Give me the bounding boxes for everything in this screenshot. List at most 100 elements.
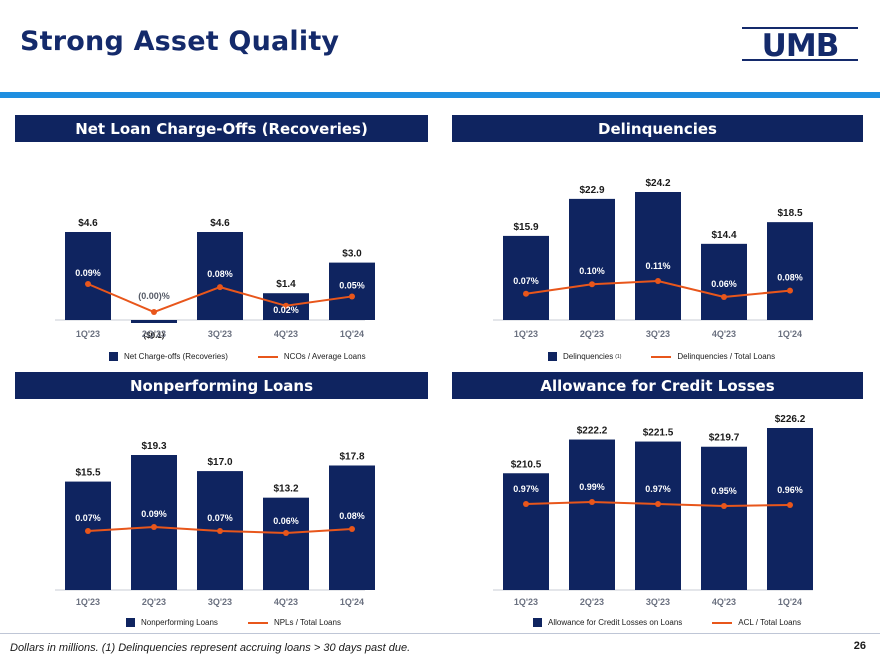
- legend-nonperforming-loans: Nonperforming Loans NPLs / Total Loans: [126, 618, 341, 627]
- rate-value-label: 0.02%: [273, 305, 299, 315]
- bar-value-label: $222.2: [577, 426, 608, 437]
- rate-point: [721, 294, 727, 300]
- rate-point: [85, 528, 91, 534]
- bar: [197, 232, 243, 320]
- rate-point: [787, 502, 793, 508]
- category-tick-label: 2Q'23: [580, 329, 604, 339]
- bar-value-label: $4.6: [78, 218, 98, 229]
- legend-line-swatch: [651, 355, 672, 358]
- category-tick-label: 4Q'23: [274, 329, 298, 339]
- rate-value-label: 0.08%: [339, 511, 365, 521]
- footnote: Dollars in millions. (1) Delinquencies r…: [10, 642, 411, 654]
- panel-header-allowance: Allowance for Credit Losses: [452, 372, 863, 399]
- bar-value-label: $24.2: [645, 178, 670, 189]
- rate-point: [523, 501, 529, 507]
- rate-point: [655, 501, 661, 507]
- category-tick-label: 1Q'23: [76, 329, 100, 339]
- legend-net-charge-offs: Net Charge-offs (Recoveries) NCOs / Aver…: [109, 352, 366, 361]
- category-tick-label: 3Q'23: [646, 597, 670, 607]
- rate-value-label: 0.07%: [75, 513, 101, 523]
- page-number: 26: [853, 640, 866, 652]
- rate-point: [217, 284, 223, 291]
- bar: [263, 497, 309, 590]
- bar: [635, 192, 681, 320]
- chart-svg: $15.5 1Q'23 $19.3 2Q'23 $17.0 3Q'23 $13.2 4Q'23…: [55, 441, 375, 607]
- rate-point: [721, 503, 727, 509]
- rate-point: [85, 281, 91, 287]
- rate-point: [523, 290, 529, 297]
- bar: [635, 441, 681, 590]
- rate-point: [655, 278, 661, 284]
- legend-bar-swatch: [126, 618, 135, 627]
- legend-bar-footnote-marker: (1): [615, 353, 622, 360]
- bar-value-label: $13.2: [273, 484, 298, 495]
- bar-value-label: $18.5: [777, 208, 802, 219]
- nonperforming-loans-chart: $15.5 1Q'23 $19.3 2Q'23 $17.0 3Q'23 $13.2 4Q'23…: [55, 408, 375, 613]
- category-tick-label: 2Q'23: [142, 329, 166, 339]
- legend-bar-label: Allowance for Credit Losses on Loans: [548, 618, 683, 627]
- bar: [767, 222, 813, 320]
- rate-point: [151, 309, 157, 315]
- bar-value-label: $19.3: [141, 441, 166, 452]
- rate-value-label: 0.99%: [579, 482, 605, 492]
- legend-bar-label: Net Charge-offs (Recoveries): [124, 352, 228, 361]
- bar: [131, 320, 177, 323]
- rate-point: [283, 530, 289, 536]
- category-tick-label: 4Q'23: [712, 329, 736, 339]
- rate-value-label: 0.96%: [777, 485, 803, 495]
- category-tick-label: 3Q'23: [646, 329, 670, 339]
- bar: [569, 198, 615, 320]
- category-tick-label: 4Q'23: [712, 597, 736, 607]
- rate-point: [787, 287, 793, 294]
- legend-allowance: Allowance for Credit Losses on Loans ACL…: [533, 618, 801, 627]
- net-charge-offs-chart: $4.6 1Q'23 ($0.1) 2Q'23 $4.6 3Q'23 $1.4 4Q'23 $3…: [55, 150, 375, 345]
- rate-value-label: 0.08%: [207, 269, 233, 279]
- bar-value-label: $3.0: [342, 249, 362, 260]
- bar-value-label: $22.9: [579, 185, 604, 196]
- allowance-chart: $210.5 1Q'23 $222.2 2Q'23 $221.5 3Q'23 $219.7 4…: [493, 408, 823, 613]
- legend-bar-swatch: [533, 618, 542, 627]
- bar-value-label: $15.5: [75, 468, 100, 479]
- bar-value-label: $4.6: [210, 218, 230, 229]
- bar: [329, 262, 375, 320]
- bar-value-label: ($0.1): [144, 331, 165, 340]
- rate-point: [349, 293, 355, 300]
- legend-line-swatch: [257, 355, 278, 358]
- rate-value-label: 0.07%: [513, 276, 539, 286]
- legend-line-label: ACL / Total Loans: [738, 618, 802, 627]
- legend-bar-swatch: [548, 352, 557, 361]
- category-tick-label: 3Q'23: [208, 597, 232, 607]
- rate-value-label: 0.95%: [711, 486, 737, 496]
- bar: [701, 446, 747, 590]
- bar: [569, 439, 615, 590]
- category-tick-label: 1Q'23: [514, 597, 538, 607]
- legend-line-label: NCOs / Average Loans: [283, 352, 366, 361]
- rate-value-label: 0.07%: [207, 513, 233, 523]
- rate-value-label: 0.09%: [141, 509, 167, 519]
- delinquencies-chart: $15.9 1Q'23 $22.9 2Q'23 $24.2 3Q'23 $14.4 4Q'23…: [493, 150, 823, 345]
- bar: [65, 481, 111, 590]
- legend-bar-swatch: [109, 352, 118, 361]
- bar: [503, 235, 549, 320]
- legend-line-swatch: [247, 621, 268, 624]
- panel-header-nonperforming-loans: Nonperforming Loans: [15, 372, 428, 399]
- category-tick-label: 1Q'24: [778, 597, 802, 607]
- category-tick-label: 1Q'23: [514, 329, 538, 339]
- bar-value-label: $210.5: [511, 459, 542, 470]
- footer-rule: [0, 633, 880, 634]
- rate-point: [349, 526, 355, 532]
- header-rule: [0, 92, 880, 98]
- rate-value-label: 0.06%: [711, 279, 737, 289]
- rate-value-label: 0.10%: [579, 266, 605, 276]
- rate-value-label: 0.97%: [513, 484, 539, 494]
- bar-value-label: $17.0: [207, 457, 232, 468]
- category-tick-label: 1Q'24: [778, 329, 802, 339]
- bar-value-label: $226.2: [775, 414, 806, 425]
- legend-line-label: NPLs / Total Loans: [273, 618, 341, 627]
- category-tick-label: 4Q'23: [274, 597, 298, 607]
- bar: [767, 428, 813, 590]
- svg-text:UMB: UMB: [762, 28, 839, 64]
- bar-value-label: $14.4: [711, 230, 736, 241]
- chart-svg: $210.5 1Q'23 $222.2 2Q'23 $221.5 3Q'23 $219.7 4…: [493, 414, 813, 607]
- page-title: Strong Asset Quality: [20, 26, 340, 57]
